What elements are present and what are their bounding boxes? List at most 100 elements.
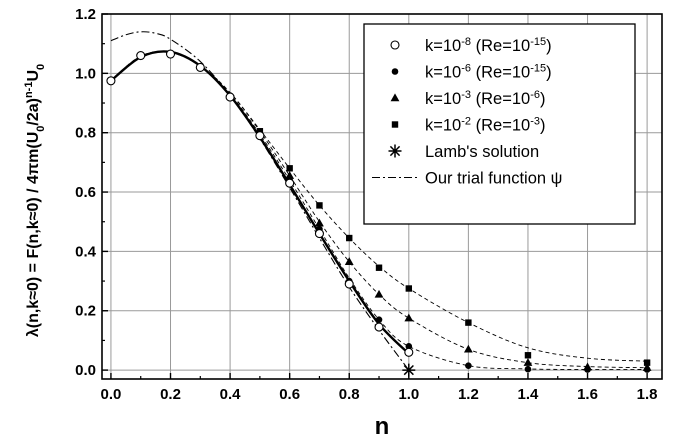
series-0-point-6 bbox=[285, 178, 295, 188]
series-3-point-6 bbox=[465, 319, 472, 326]
series-0-point-9 bbox=[374, 322, 384, 332]
y-tick-label: 1.2 bbox=[75, 6, 96, 23]
series-0-point-8 bbox=[344, 279, 354, 289]
x-tick-label: 0.0 bbox=[101, 386, 122, 403]
legend-label-3-part-3: -3 bbox=[530, 116, 540, 128]
y-axis-title: λ(n,k≈0) = F(n,k≈0) / 4πm(U0/2a)n-1U0 bbox=[23, 64, 47, 337]
legend-label-3-part-1: -2 bbox=[461, 116, 471, 128]
series-2-point-3 bbox=[344, 257, 354, 265]
legend-label-0: k=10-8 (Re=10-15) bbox=[425, 36, 552, 55]
x-axis-title: n bbox=[375, 413, 390, 439]
x-tick-label: 1.2 bbox=[458, 386, 479, 403]
y-axis-title-part-5: 0 bbox=[35, 64, 47, 70]
y-tick-label: 1.0 bbox=[75, 65, 96, 82]
series-1-point-9 bbox=[375, 316, 383, 323]
series-2-point-2 bbox=[315, 218, 324, 227]
legend-marker-0 bbox=[390, 40, 400, 50]
legend-label-2-part-0: k=10 bbox=[425, 90, 461, 108]
series-0-point-10 bbox=[404, 347, 414, 357]
legend-label-2-part-3: -6 bbox=[530, 89, 540, 101]
series-1-point-14 bbox=[643, 366, 651, 373]
legend-label-1-part-4: ) bbox=[546, 64, 552, 82]
series-4-point-0 bbox=[402, 363, 416, 377]
y-tick-label: 0.8 bbox=[75, 125, 96, 142]
series-3-point-3 bbox=[346, 234, 353, 242]
series-3-point-7 bbox=[524, 352, 532, 359]
legend-label-2: k=10-3 (Re=10-6) bbox=[425, 89, 545, 108]
legend-label-2-part-4: ) bbox=[540, 90, 546, 108]
legend-label-0-part-1: -8 bbox=[461, 36, 471, 48]
x-tick-label: 1.6 bbox=[577, 386, 598, 403]
legend-label-0-part-4: ) bbox=[546, 37, 552, 55]
legend-label-4: Lamb's solution bbox=[425, 143, 539, 161]
series-2-point-6 bbox=[463, 344, 473, 353]
x-tick-label: 1.4 bbox=[518, 386, 540, 403]
y-axis-title-part-2: /2a) bbox=[25, 98, 42, 126]
y-tick-label: 0.2 bbox=[75, 303, 96, 320]
axis-ticks: 0.0 0.2 0.4 0.6 0.8 1.0 1.2 1.4 1.6 1.8 0.0 0.2 0.4 0… bbox=[75, 6, 657, 403]
series-0-point-0 bbox=[106, 76, 116, 86]
legend-label-2-part-2: (Re=10 bbox=[471, 90, 530, 108]
legend-box bbox=[363, 23, 636, 225]
legend-label-1: k=10-6 (Re=10-15) bbox=[425, 63, 552, 82]
series-0-point-1 bbox=[136, 50, 146, 61]
legend-marker-4 bbox=[388, 144, 402, 158]
legend-label-3-part-4: ) bbox=[540, 117, 546, 135]
series-3-point-2 bbox=[316, 202, 323, 209]
legend-label-0-part-2: (Re=10 bbox=[471, 37, 530, 55]
series-2-point-5 bbox=[404, 313, 414, 322]
legend-label-0-part-0: k=10 bbox=[425, 37, 461, 55]
series-0-point-2 bbox=[165, 49, 176, 59]
series-2-point-1 bbox=[285, 171, 295, 179]
legend-marker-2 bbox=[390, 93, 400, 102]
legend-marker-1 bbox=[391, 68, 399, 75]
y-axis-title-part-3: n-1 bbox=[23, 82, 35, 99]
legend-label-0-part-3: -15 bbox=[530, 36, 546, 48]
legend-marker-3 bbox=[391, 121, 399, 128]
y-tick-label: 0.4 bbox=[75, 243, 97, 260]
x-tick-label: 0.4 bbox=[220, 386, 242, 403]
y-tick-label: 0.0 bbox=[75, 362, 96, 379]
legend-label-5-part-0: Our trial function bbox=[425, 170, 551, 188]
legend-label-3-part-2: (Re=10 bbox=[471, 117, 530, 135]
series-1-point-13 bbox=[584, 366, 591, 373]
series-2-point-7 bbox=[523, 358, 533, 366]
y-axis-title-part-1: 0 bbox=[35, 126, 47, 132]
series-1-point-10 bbox=[405, 343, 413, 350]
legend: k=10-8 (Re=10-15)k=10-6 (Re=10-15)k=10-3… bbox=[363, 23, 636, 225]
legend-label-1-part-0: k=10 bbox=[425, 64, 461, 82]
plot-area-frame bbox=[101, 13, 663, 380]
x-tick-label: 0.2 bbox=[160, 386, 181, 403]
y-axis-title-part-0: λ(n,k≈0) = F(n,k≈0) / 4πm(U bbox=[25, 132, 42, 337]
series-0-point-4 bbox=[225, 92, 235, 102]
legend-label-3-part-0: k=10 bbox=[425, 117, 461, 135]
x-tick-label: 0.8 bbox=[339, 386, 360, 403]
legend-label-4-part-0: Lamb's solution bbox=[425, 143, 539, 161]
y-axis-title-part-4: U bbox=[25, 70, 42, 82]
legend-label-1-part-2: (Re=10 bbox=[471, 64, 530, 82]
x-tick-label: 1.8 bbox=[637, 386, 658, 403]
x-tick-label: 1.0 bbox=[398, 386, 419, 403]
legend-label-2-part-1: -3 bbox=[461, 89, 471, 101]
series-3-point-8 bbox=[643, 359, 651, 366]
legend-label-1-part-1: -6 bbox=[461, 63, 471, 75]
series-0-point-5 bbox=[255, 131, 265, 141]
series-3-point-5 bbox=[405, 285, 413, 292]
legend-label-3: k=10-2 (Re=10-3) bbox=[425, 116, 545, 135]
legend-label-1-part-3: -15 bbox=[530, 63, 546, 75]
series-3-point-4 bbox=[375, 264, 383, 271]
legend-label-5-part-1: ψ bbox=[551, 170, 563, 188]
series-3-point-1 bbox=[286, 165, 293, 172]
legend-label-5: Our trial function ψ bbox=[425, 170, 562, 188]
x-tick-label: 0.6 bbox=[279, 386, 300, 403]
y-tick-label: 0.6 bbox=[75, 184, 96, 201]
series-0-point-7 bbox=[314, 229, 324, 239]
series-markers bbox=[106, 49, 652, 377]
series-1-point-11 bbox=[465, 362, 472, 369]
series-0-point-3 bbox=[195, 62, 205, 72]
series-2-point-4 bbox=[374, 289, 384, 298]
series-1-point-12 bbox=[524, 365, 532, 373]
series-3-curve bbox=[110, 51, 648, 362]
